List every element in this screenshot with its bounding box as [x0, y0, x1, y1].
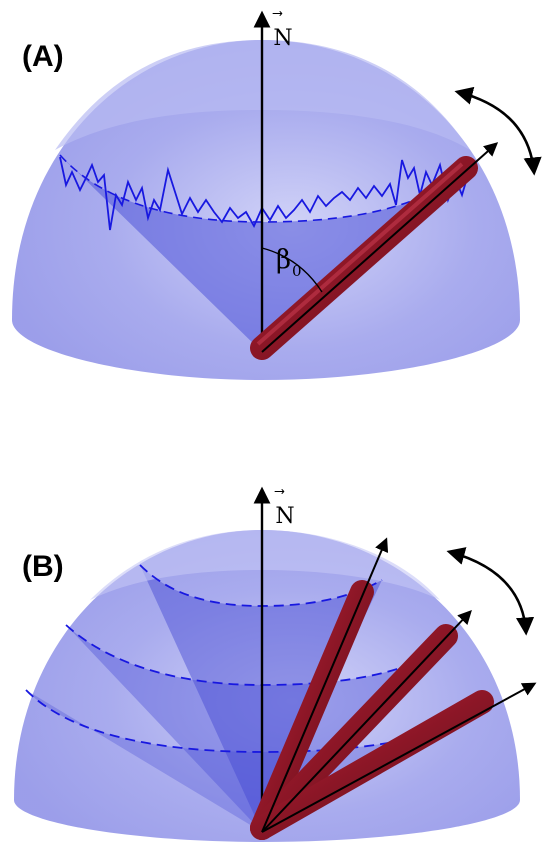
precession-cone: [60, 155, 470, 352]
axis-label-vec: ⃗: [272, 11, 283, 16]
axis-label-n: N: [273, 26, 292, 51]
rod-medium-angle: [250, 624, 458, 840]
panel-b: ⃗ N (B): [14, 486, 537, 842]
rotation-arrow-icon: [454, 86, 542, 176]
angle-arc: [261, 247, 323, 293]
rod-small-angle: [250, 580, 374, 840]
director-arrow-icon: [261, 682, 537, 833]
angle-subscript: 0: [292, 262, 302, 280]
angle-label: β: [276, 245, 291, 275]
hemisphere-cap: [90, 530, 440, 600]
panel-label: (A): [22, 40, 64, 73]
rod-large-angle: [250, 690, 494, 840]
rotation-arrow-icon: [446, 547, 535, 636]
rod: [250, 156, 478, 360]
director-arrow-icon: [261, 142, 499, 353]
director-arrow-icon: [261, 537, 389, 833]
axis-label-n: N: [275, 504, 294, 529]
hemisphere: [12, 40, 520, 380]
panel-a: ⃗ N β 0 (A): [12, 10, 542, 380]
director-arrow-icon: [261, 609, 472, 833]
panel-label: (B): [22, 550, 64, 583]
rod-trajectory: [59, 156, 471, 231]
axis-label-vec: ⃗: [274, 489, 285, 494]
